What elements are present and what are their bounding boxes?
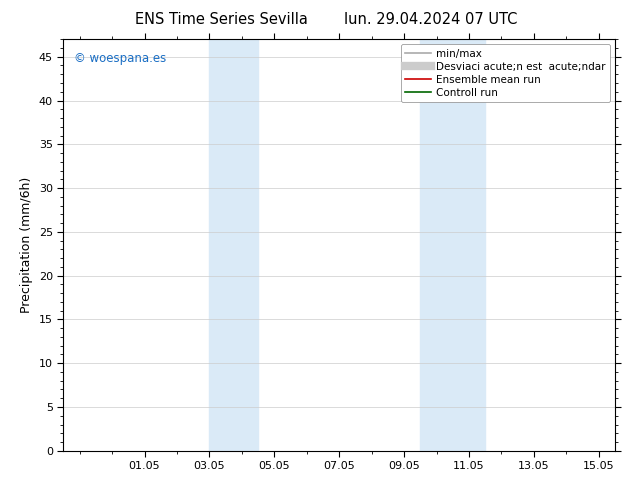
Bar [209, 39, 258, 451]
Bar [420, 39, 485, 451]
Y-axis label: Precipitation (mm/6h): Precipitation (mm/6h) [20, 177, 34, 313]
Legend: min/max, Desviaci acute;n est  acute;ndar, Ensemble mean run, Controll run: min/max, Desviaci acute;n est acute;ndar… [401, 45, 610, 102]
Text: ENS Time Series Sevilla: ENS Time Series Sevilla [136, 12, 308, 27]
Text: © woespana.es: © woespana.es [74, 51, 167, 65]
Text: lun. 29.04.2024 07 UTC: lun. 29.04.2024 07 UTC [344, 12, 518, 27]
